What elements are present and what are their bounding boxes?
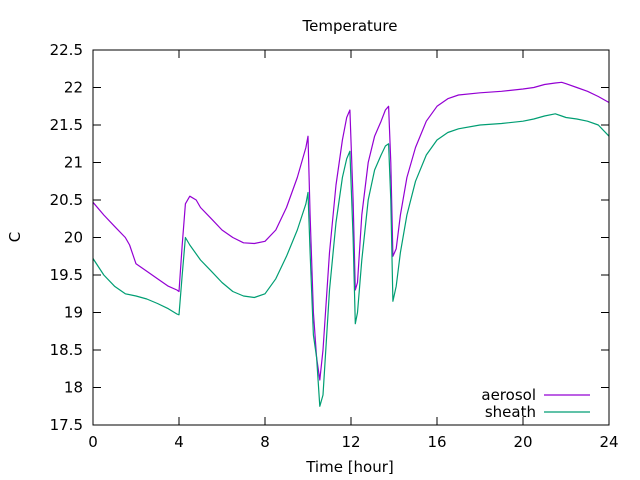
axis-ticks: 17.5 18 18.5 19 19.5 20 20.5 21 21.5 22 22.5 0 4 8 12 1… <box>50 41 619 451</box>
x-tick-label: 4 <box>174 433 184 451</box>
y-tick-label: 20 <box>64 229 83 247</box>
x-tick-label: 12 <box>341 433 360 451</box>
y-tick-label: 22 <box>64 79 83 97</box>
x-tick-label: 8 <box>260 433 270 451</box>
legend-label-aerosol: aerosol <box>481 386 536 404</box>
series-line-sheath <box>92 113 610 407</box>
series-line-aerosol <box>92 81 610 381</box>
x-axis-label: Time [hour] <box>305 458 394 476</box>
plot-frame <box>92 49 610 426</box>
x-tick-label: 24 <box>599 433 618 451</box>
plot-series <box>92 81 610 407</box>
y-tick-label: 20.5 <box>50 191 83 209</box>
x-tick-label: 20 <box>513 433 532 451</box>
y-tick-label: 22.5 <box>50 41 83 59</box>
y-axis-label: C <box>6 232 24 242</box>
x-tick-label: 0 <box>88 433 98 451</box>
x-tick-label: 16 <box>427 433 446 451</box>
y-tick-label: 18.5 <box>50 341 83 359</box>
legend-label-sheath: sheath <box>485 403 536 421</box>
y-tick-label: 19.5 <box>50 266 83 284</box>
y-tick-label: 18 <box>64 379 83 397</box>
y-tick-label: 19 <box>64 304 83 322</box>
y-tick-label: 21.5 <box>50 116 83 134</box>
y-tick-label: 17.5 <box>50 416 83 434</box>
chart-title: Temperature <box>301 17 397 35</box>
y-tick-label: 21 <box>64 154 83 172</box>
